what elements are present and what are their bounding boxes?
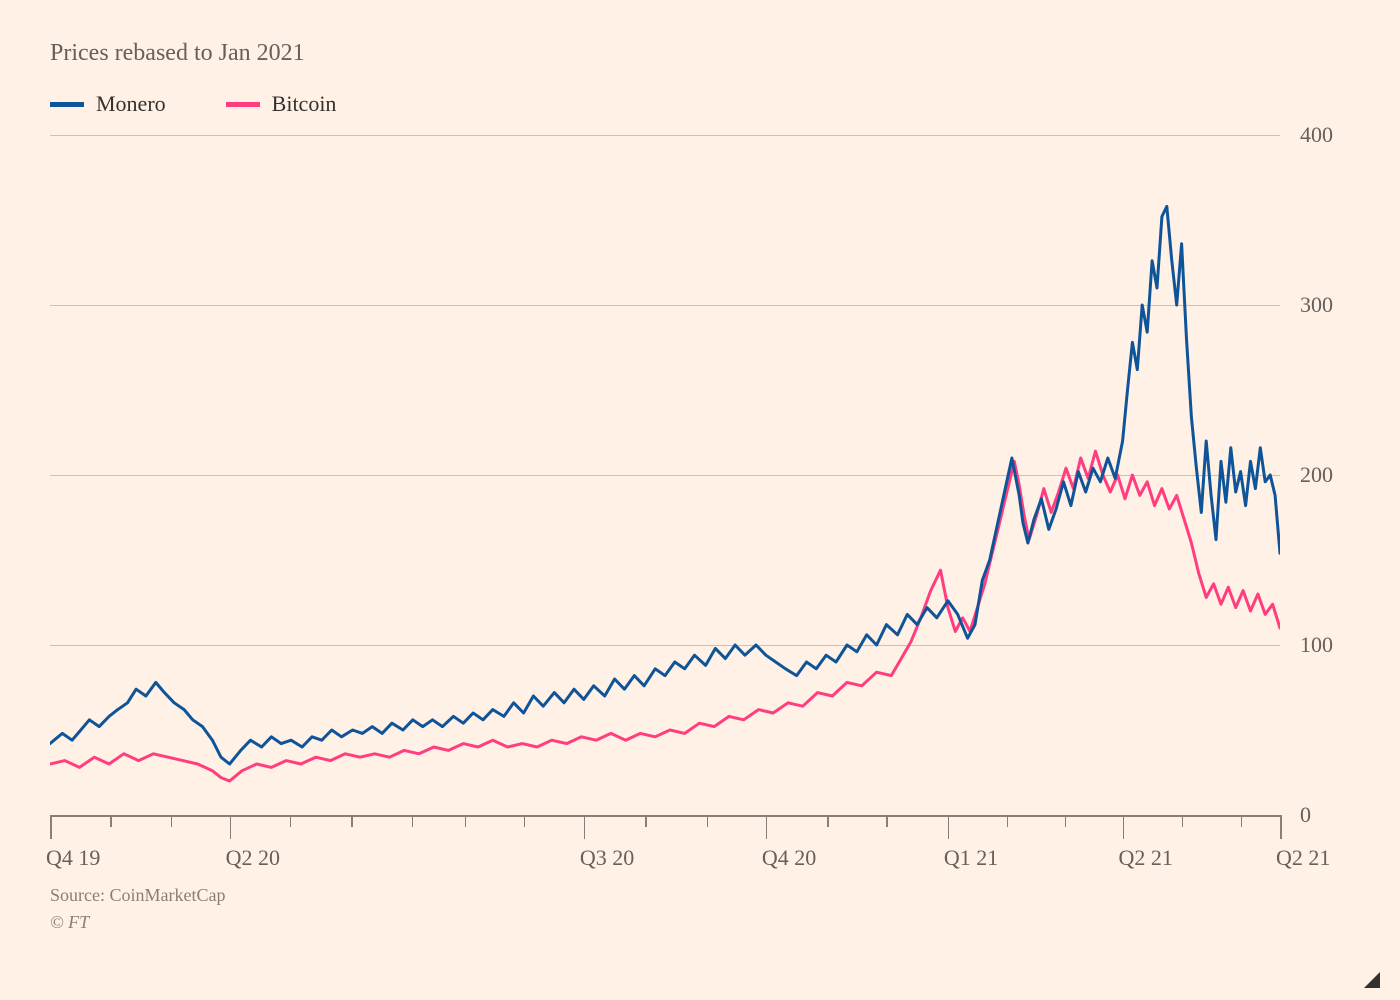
x-tick-label: Q2 21 [1276, 815, 1330, 871]
copyright-label: © FT [50, 912, 1350, 933]
x-tick-label: Q4 20 [762, 815, 816, 871]
x-minor-tick [827, 815, 829, 827]
x-minor-tick [465, 815, 467, 827]
legend: Monero Bitcoin [50, 91, 1350, 117]
x-tick-label: Q3 20 [580, 815, 634, 871]
chart-plot-area: 0100200300400Q4 19Q2 20Q3 20Q4 20Q1 21Q2… [50, 135, 1350, 815]
source-label: Source: CoinMarketCap [50, 885, 1350, 906]
legend-item-bitcoin: Bitcoin [226, 91, 337, 117]
x-minor-tick [110, 815, 112, 827]
x-minor-tick [1241, 815, 1243, 827]
legend-swatch-bitcoin [226, 102, 260, 107]
legend-swatch-monero [50, 102, 84, 107]
legend-item-monero: Monero [50, 91, 166, 117]
y-tick-label: 400 [1300, 122, 1350, 148]
y-tick-label: 100 [1300, 632, 1350, 658]
x-tick-label: Q2 20 [226, 815, 280, 871]
y-tick-label: 300 [1300, 292, 1350, 318]
series-monero [50, 206, 1280, 764]
x-minor-tick [707, 815, 709, 827]
x-tick-label: Q1 21 [944, 815, 998, 871]
x-minor-tick [351, 815, 353, 827]
x-minor-tick [645, 815, 647, 827]
x-minor-tick [524, 815, 526, 827]
legend-label-bitcoin: Bitcoin [272, 91, 337, 117]
x-minor-tick [171, 815, 173, 827]
chart-subtitle: Prices rebased to Jan 2021 [50, 40, 1350, 67]
x-minor-tick [1007, 815, 1009, 827]
y-tick-label: 200 [1300, 462, 1350, 488]
x-minor-tick [1065, 815, 1067, 827]
line-plot [50, 135, 1280, 815]
x-minor-tick [1182, 815, 1184, 827]
x-tick-label: Q4 19 [46, 815, 100, 871]
x-minor-tick [886, 815, 888, 827]
x-minor-tick [290, 815, 292, 827]
corner-icon [1364, 972, 1380, 988]
x-tick-label: Q2 21 [1119, 815, 1173, 871]
legend-label-monero: Monero [96, 91, 166, 117]
series-bitcoin [50, 451, 1280, 781]
x-minor-tick [412, 815, 414, 827]
